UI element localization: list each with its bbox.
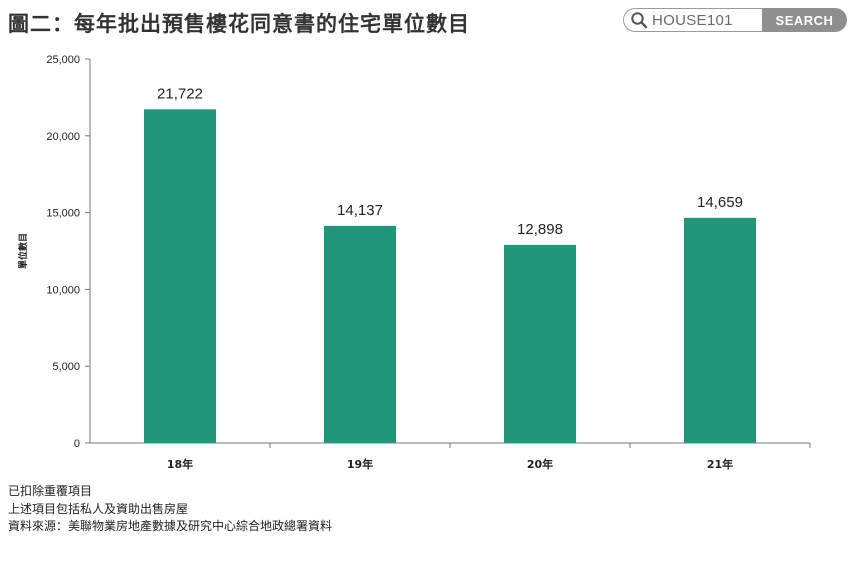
y-tick-label: 10,000: [46, 284, 80, 296]
bar: [684, 217, 756, 443]
y-tick-label: 15,000: [46, 208, 80, 220]
data-label: 14,137: [337, 202, 383, 219]
note-line: 資料來源：美聯物業房地產數據及研究中心綜合地政總署資料: [8, 519, 333, 533]
bar: [144, 109, 216, 443]
chart-title: 圖二：每年批出預售樓花同意書的住宅單位數目: [8, 12, 470, 36]
x-tick-label: 20年: [527, 457, 553, 471]
data-label: 14,659: [697, 194, 743, 211]
search-field[interactable]: HOUSE101: [623, 8, 762, 32]
y-tick-label: 25,000: [46, 54, 80, 66]
search-button[interactable]: SEARCH: [762, 8, 847, 32]
bar: [324, 225, 396, 443]
data-label: 12,898: [517, 221, 563, 238]
data-label: 21,722: [157, 85, 203, 102]
y-axis-label: 單位數目: [17, 233, 29, 269]
y-tick-label: 5,000: [52, 361, 80, 373]
note-line: 上述項目包括私人及資助出售房屋: [8, 501, 189, 516]
chart-notes: 已扣除重覆項目 上述項目包括私人及資助出售房屋 資料來源：美聯物業房地產數據及研…: [8, 483, 332, 536]
bar-chart: 0 5,000 10,000 15,000 20,000 25,000 單位數目 21,722…: [17, 54, 811, 471]
y-tick-label: 0: [74, 438, 80, 450]
x-tick-label: 18年: [167, 457, 193, 471]
y-tick-label: 20,000: [46, 131, 80, 143]
search-box[interactable]: HOUSE101 SEARCH: [623, 8, 847, 32]
search-icon: [631, 12, 648, 29]
search-brand-text: HOUSE101: [652, 11, 733, 29]
note-line: 已扣除重覆項目: [8, 484, 93, 498]
bar: [504, 244, 576, 443]
x-tick-label: 19年: [347, 457, 373, 471]
x-tick-label: 21年: [707, 457, 733, 471]
